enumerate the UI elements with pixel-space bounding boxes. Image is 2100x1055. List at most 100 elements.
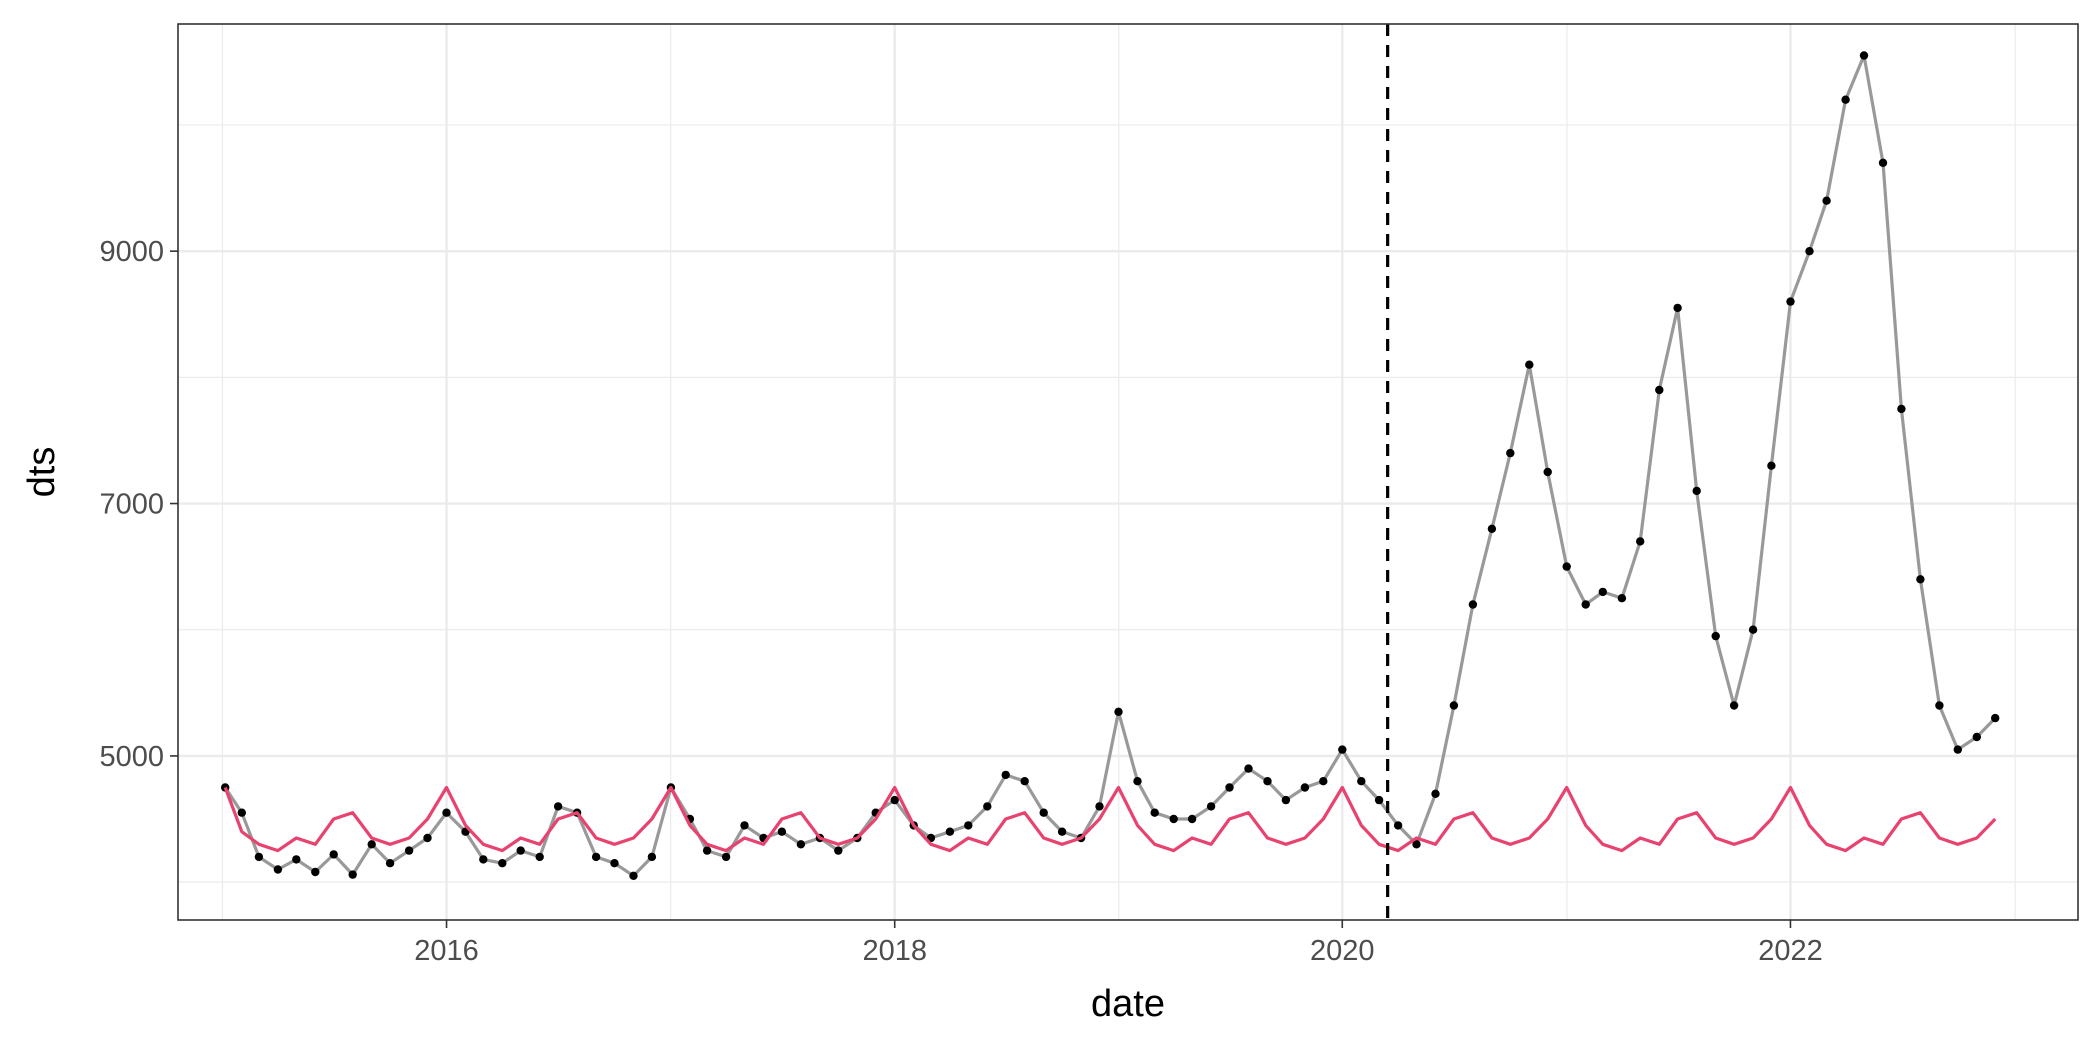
data-point bbox=[1487, 524, 1497, 533]
data-point bbox=[1859, 51, 1869, 60]
data-point bbox=[890, 795, 899, 805]
data-point bbox=[348, 870, 357, 879]
data-point bbox=[1057, 827, 1067, 836]
data-point bbox=[1357, 777, 1366, 786]
data-point bbox=[1412, 840, 1421, 849]
data-point bbox=[1786, 297, 1795, 306]
data-point bbox=[1991, 713, 2000, 723]
data-point bbox=[1841, 95, 1850, 104]
data-point bbox=[1711, 631, 1720, 641]
data-point bbox=[1617, 594, 1627, 603]
data-point bbox=[273, 865, 283, 874]
data-point bbox=[1225, 783, 1234, 792]
data-point bbox=[1281, 795, 1291, 805]
y-tick-label: 5000 bbox=[99, 741, 164, 773]
x-axis: 2016 2018 2020 2022 bbox=[414, 920, 1823, 967]
data-point bbox=[311, 867, 320, 877]
series-line-2 bbox=[223, 785, 1997, 853]
data-point bbox=[498, 859, 507, 868]
data-point bbox=[516, 846, 525, 855]
plot-panel-border bbox=[177, 23, 2079, 921]
data-point bbox=[1133, 777, 1142, 786]
data-point bbox=[1562, 562, 1571, 571]
data-point bbox=[1822, 196, 1831, 205]
data-point bbox=[1169, 814, 1178, 824]
data-point bbox=[1244, 764, 1253, 773]
data-point bbox=[1636, 537, 1645, 546]
data-point bbox=[1543, 467, 1552, 477]
data-point bbox=[1655, 385, 1664, 395]
y-tick-label: 9000 bbox=[99, 236, 164, 268]
data-point bbox=[647, 852, 657, 862]
plot-panel-background bbox=[178, 24, 2078, 920]
data-point bbox=[1972, 732, 1982, 742]
x-axis-title: date bbox=[1091, 983, 1165, 1025]
data-point bbox=[1187, 814, 1197, 824]
data-point bbox=[610, 859, 619, 868]
data-point bbox=[367, 840, 376, 849]
data-point bbox=[1095, 802, 1104, 811]
data-point bbox=[1206, 802, 1216, 811]
data-point bbox=[1878, 158, 1888, 167]
x-tick-label: 2020 bbox=[1310, 935, 1375, 967]
data-point bbox=[964, 821, 973, 830]
data-point bbox=[1374, 795, 1384, 805]
x-tick-label: 2018 bbox=[862, 935, 927, 967]
data-point bbox=[1020, 777, 1029, 786]
data-point bbox=[1525, 360, 1534, 369]
data-point bbox=[983, 802, 992, 811]
data-point bbox=[702, 846, 712, 855]
y-axis-title: dts bbox=[21, 447, 63, 498]
data-point bbox=[1506, 448, 1515, 458]
data-point bbox=[292, 855, 301, 864]
data-point bbox=[1581, 600, 1590, 609]
data-point bbox=[479, 855, 488, 864]
y-tick-label: 7000 bbox=[99, 489, 164, 521]
data-point bbox=[1393, 821, 1403, 830]
data-point bbox=[404, 846, 414, 855]
data-point bbox=[1431, 789, 1440, 798]
data-point bbox=[1150, 808, 1159, 817]
data-point bbox=[385, 859, 395, 868]
data-point bbox=[1767, 461, 1776, 470]
data-point bbox=[1673, 303, 1682, 313]
data-point bbox=[740, 821, 749, 830]
data-point bbox=[796, 840, 806, 849]
data-point bbox=[237, 808, 246, 817]
x-tick-label: 2016 bbox=[414, 935, 479, 967]
data-point bbox=[1338, 745, 1347, 754]
data-point bbox=[1001, 770, 1010, 780]
data-point bbox=[1319, 777, 1328, 786]
data-point bbox=[1598, 587, 1608, 597]
data-point bbox=[1897, 404, 1906, 414]
data-point bbox=[629, 871, 638, 880]
data-point bbox=[1916, 575, 1925, 584]
x-tick-label: 2022 bbox=[1758, 935, 1823, 967]
data-point bbox=[1039, 808, 1048, 817]
y-axis: 5000 7000 9000 bbox=[99, 236, 178, 773]
data-point bbox=[423, 833, 432, 843]
data-point bbox=[721, 852, 731, 862]
data-point bbox=[1805, 247, 1814, 256]
data-point bbox=[1692, 486, 1701, 496]
data-point bbox=[329, 850, 338, 859]
data-point bbox=[1263, 777, 1272, 786]
data-point bbox=[591, 852, 601, 862]
minor-gridlines bbox=[178, 24, 2078, 920]
data-point bbox=[1468, 600, 1478, 609]
major-gridlines bbox=[178, 24, 2078, 920]
data-point bbox=[553, 802, 563, 811]
data-point bbox=[945, 827, 955, 836]
data-point bbox=[1449, 701, 1459, 710]
data-point bbox=[535, 852, 544, 862]
data-point bbox=[777, 827, 787, 836]
data-point bbox=[1729, 701, 1739, 710]
data-point bbox=[1935, 701, 1944, 710]
data-point bbox=[1300, 783, 1310, 792]
series-layer bbox=[221, 51, 2000, 880]
data-point bbox=[254, 852, 264, 862]
data-point bbox=[834, 846, 843, 855]
data-point bbox=[1748, 625, 1758, 634]
